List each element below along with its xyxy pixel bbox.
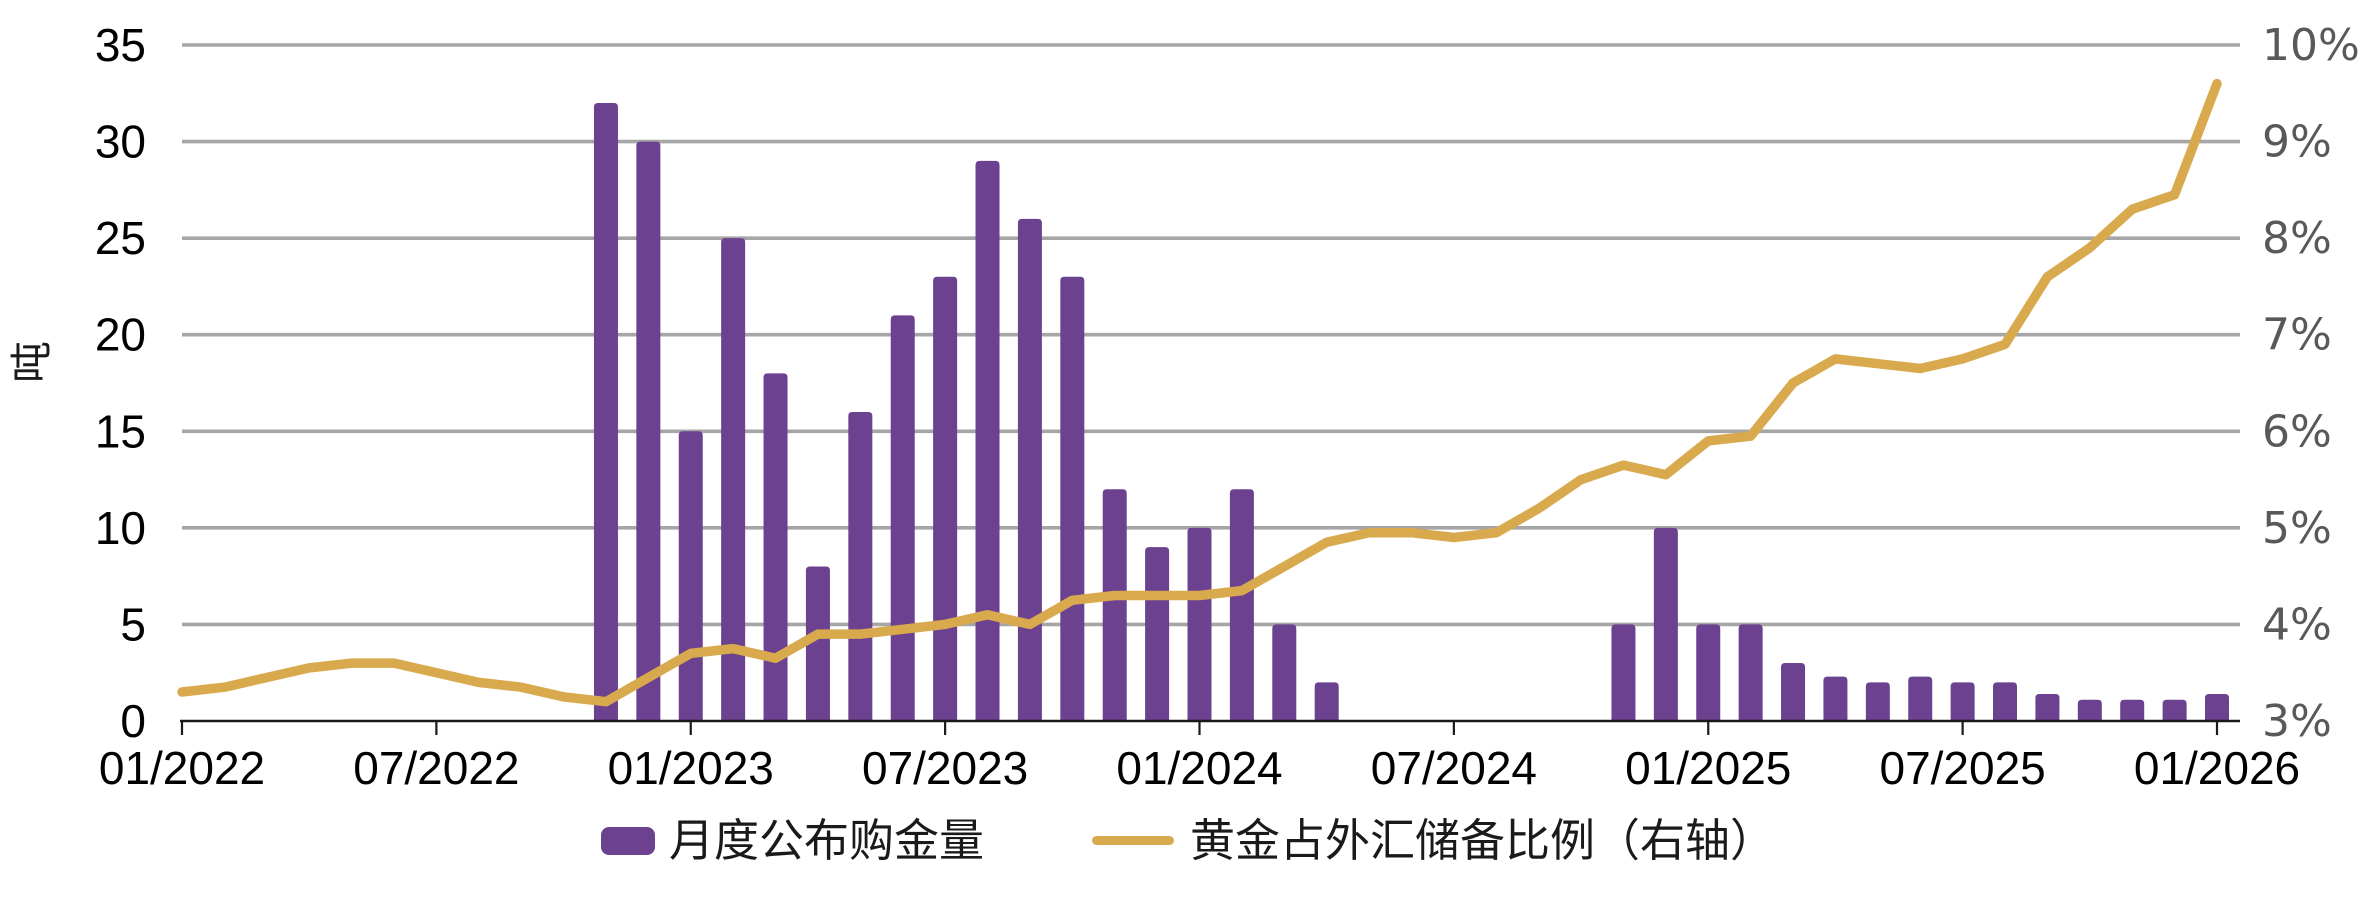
bar-2025-08 xyxy=(1993,682,2018,721)
bar-2025-05 xyxy=(1865,682,1890,721)
bar-2023-03 xyxy=(763,373,788,721)
bar-2023-05 xyxy=(848,411,873,721)
bar-2025-06 xyxy=(1908,676,1933,721)
bar-2025-10 xyxy=(2077,699,2102,721)
gridlines xyxy=(182,43,2240,627)
bar-2025-12 xyxy=(2162,699,2187,721)
bar-series-swatch xyxy=(600,826,655,855)
bar-2023-06 xyxy=(890,315,915,721)
bar-2023-07 xyxy=(933,276,958,721)
y-axis-title: 吨 xyxy=(8,341,55,383)
legend-item-bars: 月度公布购金量 xyxy=(600,815,984,866)
left-axis-labels: 0 5 10 15 20 25 30 35 xyxy=(95,19,146,747)
bar-2023-10 xyxy=(1060,276,1085,721)
bar-2024-12 xyxy=(1653,527,1678,721)
bar-2024-03 xyxy=(1272,624,1297,721)
left-tick-label: 25 xyxy=(95,212,146,264)
right-tick-label: 5% xyxy=(2262,503,2332,554)
bar-2023-11 xyxy=(1102,489,1127,721)
right-tick-label: 3% xyxy=(2262,696,2332,747)
bar-2025-02 xyxy=(1738,624,1763,721)
x-tick-label: 07/2022 xyxy=(353,742,519,794)
left-tick-label: 20 xyxy=(95,309,146,361)
bar-2025-04 xyxy=(1823,676,1848,721)
bar-2023-09 xyxy=(1017,218,1042,722)
line-series-swatch xyxy=(1092,836,1174,845)
x-tick-label: 01/2023 xyxy=(608,742,774,794)
x-tick-label: 07/2023 xyxy=(862,742,1028,794)
bar-2023-02 xyxy=(721,238,746,721)
x-tick-label: 01/2026 xyxy=(2134,742,2300,794)
left-tick-label: 0 xyxy=(120,695,146,747)
legend: 月度公布购金量 黄金占外汇储备比例（右轴） xyxy=(0,818,2376,863)
right-tick-label: 6% xyxy=(2262,406,2332,457)
bar-2022-12 xyxy=(636,141,661,722)
legend-item-line: 黄金占外汇储备比例（右轴） xyxy=(1092,818,1775,863)
bar-2024-02 xyxy=(1229,489,1254,721)
right-tick-label: 9% xyxy=(2262,117,2332,168)
left-tick-label: 35 xyxy=(95,19,146,71)
bar-2025-01 xyxy=(1696,624,1721,721)
gold-reserve-share-line xyxy=(177,78,2222,707)
right-tick-label: 4% xyxy=(2262,599,2332,650)
x-axis: 01/2022 07/2022 01/2023 07/2023 01/2024 07/20… xyxy=(99,719,2300,794)
left-tick-label: 10 xyxy=(95,502,146,554)
left-tick-label: 30 xyxy=(95,116,146,168)
legend-line-label: 黄金占外汇储备比例（右轴） xyxy=(1190,815,1776,866)
bar-2022-11 xyxy=(593,102,618,721)
bar-2023-08 xyxy=(975,160,1000,721)
right-axis-labels: 3% 4% 5% 6% 7% 8% 9% 10% xyxy=(2262,20,2360,747)
x-tick-label: 01/2022 xyxy=(99,742,265,794)
bar-2024-04 xyxy=(1314,682,1339,721)
legend-bar-label: 月度公布购金量 xyxy=(668,815,984,866)
bar-2025-09 xyxy=(2035,693,2060,721)
bar-2026-01 xyxy=(2205,693,2229,721)
bar-series xyxy=(593,102,2229,722)
bar-2023-01 xyxy=(678,431,703,721)
left-tick-label: 15 xyxy=(95,405,146,457)
x-tick-label: 01/2024 xyxy=(1116,742,1282,794)
bar-2023-12 xyxy=(1145,547,1170,721)
bar-2025-11 xyxy=(2120,699,2145,721)
right-tick-label: 10% xyxy=(2262,20,2360,71)
bar-2024-11 xyxy=(1611,624,1636,721)
x-tick-label: 01/2025 xyxy=(1625,742,1791,794)
right-tick-label: 7% xyxy=(2262,310,2332,361)
bar-2023-04 xyxy=(805,566,830,721)
x-tick-label: 07/2025 xyxy=(1879,742,2045,794)
left-axis-title: 吨 xyxy=(8,341,55,383)
right-tick-label: 8% xyxy=(2262,213,2332,264)
bar-2024-01 xyxy=(1187,527,1212,721)
x-tick-label: 07/2024 xyxy=(1371,742,1537,794)
left-tick-label: 5 xyxy=(120,598,146,650)
bar-2025-07 xyxy=(1950,682,1975,721)
bar-2025-03 xyxy=(1781,663,1806,721)
line-series xyxy=(177,78,2222,707)
